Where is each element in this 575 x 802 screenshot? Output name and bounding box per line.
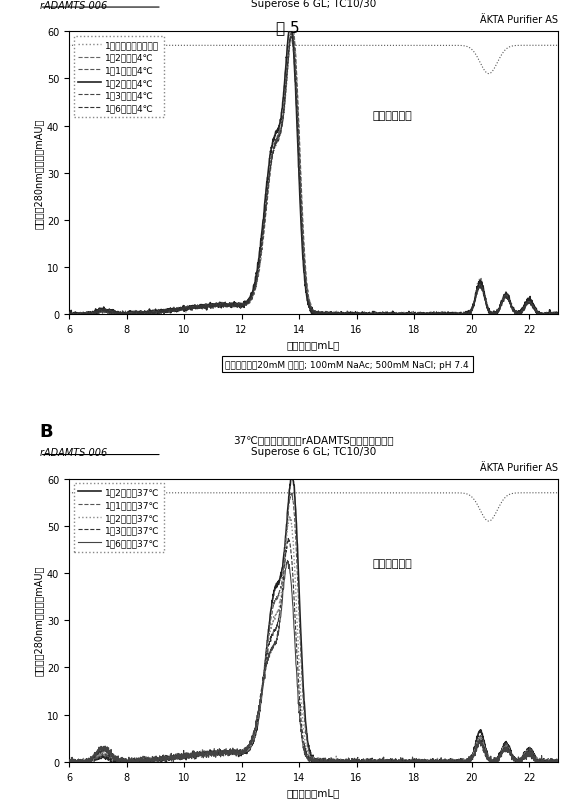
- Text: 図 5: 図 5: [275, 20, 300, 35]
- Text: 凍結乾燥製剤: 凍結乾燥製剤: [372, 558, 412, 568]
- Title: 4℃で保管した凍結乾燥rADAMTS製剤のゲルろ過
Superose 6 GL; TC10/30: 4℃で保管した凍結乾燥rADAMTS製剤のゲルろ過 Superose 6 GL;…: [230, 0, 397, 9]
- Y-axis label: 吸光度〔280nmにおけるmAU〕: 吸光度〔280nmにおけるmAU〕: [34, 565, 44, 675]
- Text: 移動溶媒液：20mM トリス; 100mM NaAc; 500mM NaCl; pH 7.4: 移動溶媒液：20mM トリス; 100mM NaAc; 500mM NaCl; …: [225, 360, 469, 369]
- Text: 凍結乾燥製剤: 凍結乾燥製剤: [372, 111, 412, 121]
- Text: B: B: [40, 423, 53, 440]
- Legend: 1：凍結乾燥後標準品, 1：2週間　4℃, 1：1ヶ月　4℃, 1：2ヶ月　4℃, 1：3ヶ月　4℃, 1：6ヶ月　4℃: 1：凍結乾燥後標準品, 1：2週間 4℃, 1：1ヶ月 4℃, 1：2ヶ月 4℃…: [74, 37, 164, 118]
- X-axis label: 溶出体積〔mL〕: 溶出体積〔mL〕: [287, 340, 340, 350]
- Text: rADAMTS 006: rADAMTS 006: [40, 448, 107, 458]
- Text: rADAMTS 006: rADAMTS 006: [40, 1, 107, 11]
- Legend: 1：2週間　37℃, 1：1ヶ月　37℃, 1：2ヶ月　37℃, 1：3ヶ月　37℃, 1：6ヶ月　37℃: 1：2週間 37℃, 1：1ヶ月 37℃, 1：2ヶ月 37℃, 1：3ヶ月 3…: [74, 484, 164, 552]
- Text: ÄKTA Purifier AS: ÄKTA Purifier AS: [480, 15, 558, 25]
- X-axis label: 溶出体積〔mL〕: 溶出体積〔mL〕: [287, 787, 340, 797]
- Text: ÄKTA Purifier AS: ÄKTA Purifier AS: [480, 462, 558, 472]
- Title: 37℃で保管した液体rADAMTS製剤のゲルろ過
Superose 6 GL; TC10/30: 37℃で保管した液体rADAMTS製剤のゲルろ過 Superose 6 GL; …: [233, 435, 394, 456]
- Y-axis label: 吸光度〔280nmにおけるmAU〕: 吸光度〔280nmにおけるmAU〕: [34, 119, 44, 229]
